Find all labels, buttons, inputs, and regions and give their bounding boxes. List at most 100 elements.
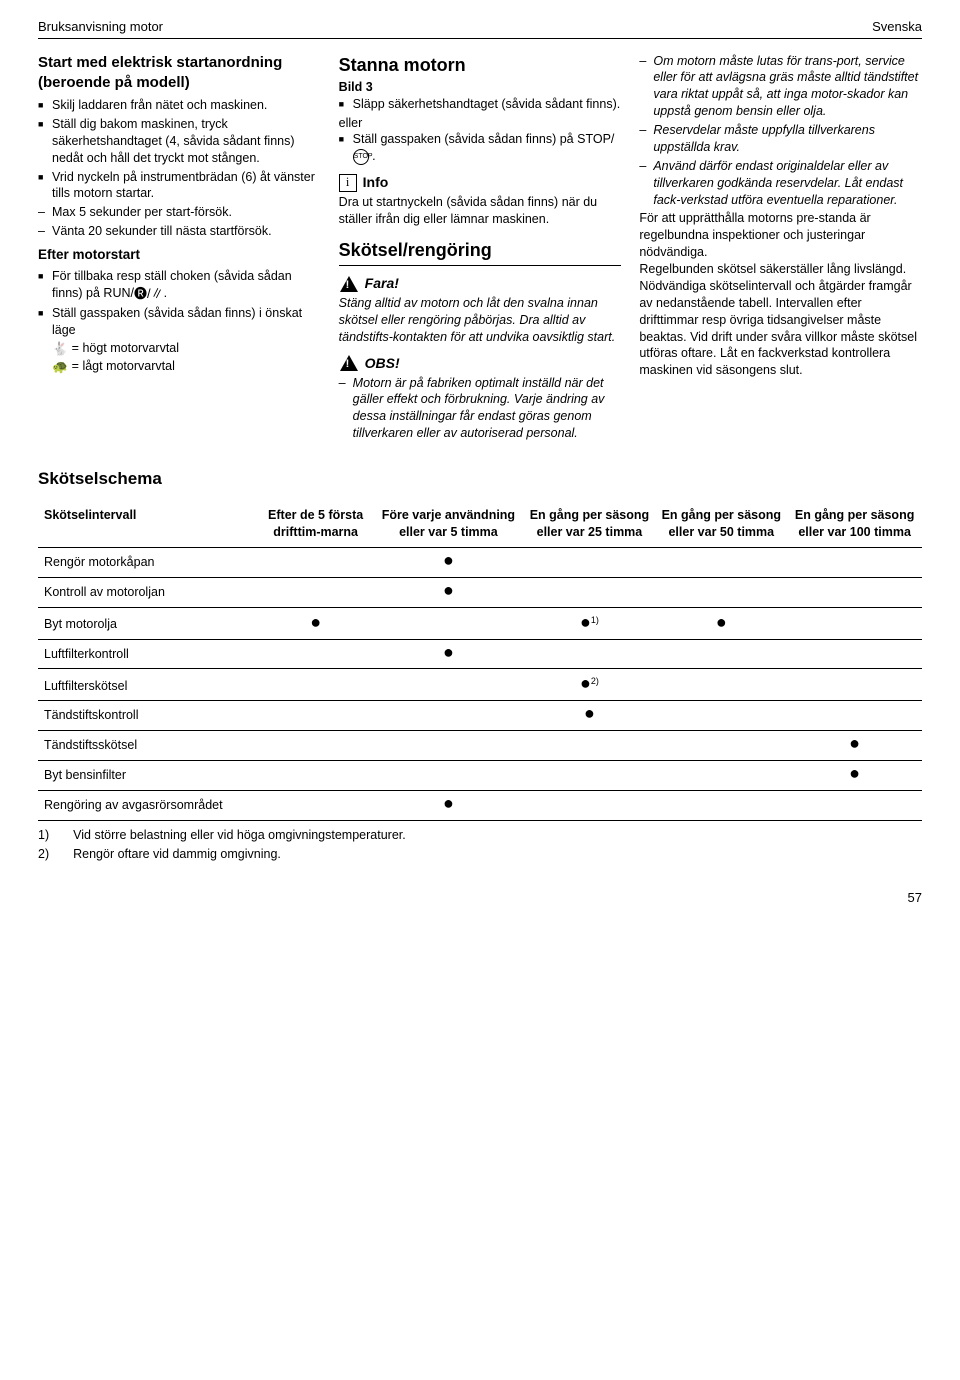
table-cell bbox=[373, 761, 523, 791]
run-icon: 🅡/∥ bbox=[134, 286, 164, 301]
text: För tillbaka resp ställ choken (såvida s… bbox=[52, 269, 292, 300]
col1-subtitle: Efter motorstart bbox=[38, 246, 321, 264]
table-cell bbox=[787, 701, 922, 731]
row-label: Tändstiftsskötsel bbox=[38, 731, 258, 761]
hare-icon: 🐇 bbox=[52, 341, 68, 356]
warning-icon bbox=[339, 275, 359, 293]
table-cell bbox=[258, 577, 373, 607]
table-cell: ● bbox=[258, 607, 373, 639]
list-item: Om motorn måste lutas för trans-port, se… bbox=[639, 53, 922, 121]
col1-list2: För tillbaka resp ställ choken (såvida s… bbox=[38, 268, 321, 338]
column-1: Start med elektrisk startanordning (bero… bbox=[38, 53, 321, 445]
obs-label: OBS! bbox=[365, 354, 400, 373]
table-row: Rengör motorkåpan● bbox=[38, 547, 922, 577]
turtle-icon: 🐢 bbox=[52, 359, 68, 374]
col3-p1: För att upprätthålla motorns pre-standa … bbox=[639, 210, 922, 261]
obs-text: Motorn är på fabriken optimalt inställd … bbox=[339, 375, 622, 443]
table-cell: ● bbox=[655, 607, 787, 639]
text: = högt motorvarvtal bbox=[72, 342, 179, 356]
list-item: Ställ gasspaken (såvida sådan finns) i ö… bbox=[38, 305, 321, 339]
table-cell bbox=[655, 761, 787, 791]
footnote-num: 2) bbox=[38, 846, 49, 863]
table-row: Luftfilterskötsel ●2) bbox=[38, 669, 922, 701]
table-cell bbox=[655, 639, 787, 669]
footnote-2: 2) Rengör oftare vid dammig omgivning. bbox=[38, 846, 922, 863]
table-cell bbox=[787, 547, 922, 577]
warning-icon bbox=[339, 354, 359, 372]
table-cell bbox=[373, 701, 523, 731]
row-label: Tändstiftskontroll bbox=[38, 701, 258, 731]
table-cell: ● bbox=[787, 731, 922, 761]
table-cell bbox=[258, 547, 373, 577]
fara-text: Stäng alltid av motorn och låt den svaln… bbox=[339, 295, 622, 346]
table-cell bbox=[655, 701, 787, 731]
col-header: En gång per säsong eller var 50 timma bbox=[655, 501, 787, 547]
table-cell: ●1) bbox=[524, 607, 656, 639]
footnotes: 1) Vid större belastning eller vid höga … bbox=[38, 827, 922, 863]
table-cell: ● bbox=[373, 577, 523, 607]
col2-list2: Ställ gasspaken (såvida sådan finns) på … bbox=[339, 131, 622, 165]
column-2: Stanna motorn Bild 3 Släpp säkerhetshand… bbox=[339, 53, 622, 445]
footnote-1: 1) Vid större belastning eller vid höga … bbox=[38, 827, 922, 844]
col2-title: Stanna motorn bbox=[339, 53, 622, 77]
table-cell: ● bbox=[787, 761, 922, 791]
table-cell bbox=[258, 761, 373, 791]
col-header: En gång per säsong eller var 100 timma bbox=[787, 501, 922, 547]
col2-section2: Skötsel/rengöring bbox=[339, 238, 622, 266]
list-item: För tillbaka resp ställ choken (såvida s… bbox=[38, 268, 321, 302]
table-row: Tändstiftskontroll● bbox=[38, 701, 922, 731]
row-label: Luftfilterskötsel bbox=[38, 669, 258, 701]
table-cell bbox=[787, 791, 922, 821]
table-cell bbox=[373, 731, 523, 761]
info-text: Dra ut startnyckeln (såvida sådan finns)… bbox=[339, 194, 622, 228]
table-cell bbox=[258, 701, 373, 731]
text: Ställ gasspaken (såvida sådan finns) på … bbox=[353, 132, 615, 146]
table-row: Kontroll av motoroljan● bbox=[38, 577, 922, 607]
table-cell bbox=[524, 639, 656, 669]
col-header: Efter de 5 första drifttim-marna bbox=[258, 501, 373, 547]
header-right: Svenska bbox=[872, 18, 922, 36]
table-cell bbox=[787, 639, 922, 669]
stop-icon: STOP bbox=[353, 149, 369, 165]
col1-list: Skilj laddaren från nätet och maskinen. … bbox=[38, 97, 321, 202]
table-cell bbox=[373, 669, 523, 701]
table-cell bbox=[524, 731, 656, 761]
table-cell: ●2) bbox=[524, 669, 656, 701]
footnote-text: Rengör oftare vid dammig omgivning. bbox=[73, 846, 281, 863]
table-cell bbox=[524, 761, 656, 791]
table-cell bbox=[524, 547, 656, 577]
list-item: Skilj laddaren från nätet och maskinen. bbox=[38, 97, 321, 114]
table-cell bbox=[373, 607, 523, 639]
table-header-row: Skötselintervall Efter de 5 första drift… bbox=[38, 501, 922, 547]
low-rpm: 🐢 = lågt motorvarvtal bbox=[52, 358, 321, 376]
page-number: 57 bbox=[38, 889, 922, 907]
list-item: Ställ dig bakom maskinen, tryck säkerhet… bbox=[38, 116, 321, 167]
table-cell bbox=[787, 607, 922, 639]
table-cell: ● bbox=[373, 547, 523, 577]
bild-label: Bild 3 bbox=[339, 79, 622, 96]
table-cell: ● bbox=[373, 639, 523, 669]
row-label: Rengöring av avgasrörsområdet bbox=[38, 791, 258, 821]
table-row: Tändstiftsskötsel ● bbox=[38, 731, 922, 761]
list-item: Max 5 sekunder per start-försök. bbox=[38, 204, 321, 221]
col3-p2: Regelbunden skötsel säkerställer lång li… bbox=[639, 261, 922, 278]
row-label: Byt motorolja bbox=[38, 607, 258, 639]
content-columns: Start med elektrisk startanordning (bero… bbox=[38, 53, 922, 445]
obs-row: OBS! bbox=[339, 354, 622, 373]
list-item: Reservdelar måste uppfylla tillverkarens… bbox=[639, 122, 922, 156]
table-cell bbox=[524, 791, 656, 821]
table-row: Byt bensinfilter ● bbox=[38, 761, 922, 791]
header-left: Bruksanvisning motor bbox=[38, 18, 163, 36]
fara-row: Fara! bbox=[339, 274, 622, 293]
info-icon: i bbox=[339, 174, 357, 192]
list-item: Vrid nyckeln på instrumentbrädan (6) åt … bbox=[38, 169, 321, 203]
footnote-text: Vid större belastning eller vid höga omg… bbox=[73, 827, 406, 844]
table-row: Byt motorolja●●1)● bbox=[38, 607, 922, 639]
info-row: i Info bbox=[339, 173, 622, 192]
table-row: Rengöring av avgasrörsområdet● bbox=[38, 791, 922, 821]
table-cell bbox=[655, 547, 787, 577]
row-label: Byt bensinfilter bbox=[38, 761, 258, 791]
list-item: Använd därför endast originaldelar eller… bbox=[639, 158, 922, 209]
col3-dashlist: Om motorn måste lutas för trans-port, se… bbox=[639, 53, 922, 209]
table-cell bbox=[787, 669, 922, 701]
